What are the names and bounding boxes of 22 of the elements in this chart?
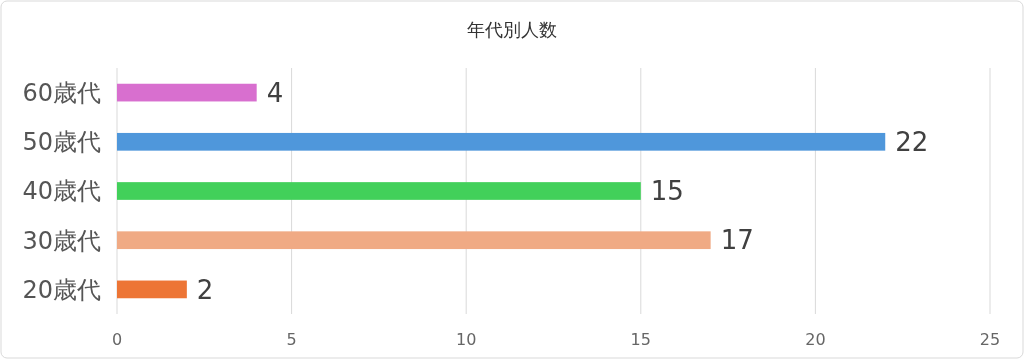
x-tick-label: 5 (286, 330, 297, 349)
bar (117, 231, 711, 250)
chart-title: 年代別人数 (467, 19, 557, 40)
bar (117, 182, 641, 200)
x-tick-label: 25 (979, 330, 1001, 349)
data-label: 2 (196, 274, 214, 305)
x-tick-label: 15 (630, 330, 651, 349)
data-label: 17 (720, 225, 754, 256)
y-tick-label: 40歳代 (22, 177, 101, 206)
y-tick-label: 50歳代 (22, 128, 101, 157)
bar (117, 83, 257, 102)
y-tick-label: 60歳代 (22, 79, 101, 107)
bar (117, 132, 886, 151)
data-label: 4 (266, 77, 284, 108)
data-label: 22 (895, 126, 929, 157)
y-tick-label: 30歳代 (22, 226, 101, 255)
data-label: 15 (650, 176, 684, 207)
y-tick-label: 20歳代 (22, 275, 101, 304)
x-tick-label: 0 (111, 330, 123, 349)
x-tick-label: 10 (456, 330, 477, 349)
bar (117, 280, 187, 299)
x-tick-label: 20 (805, 330, 826, 349)
